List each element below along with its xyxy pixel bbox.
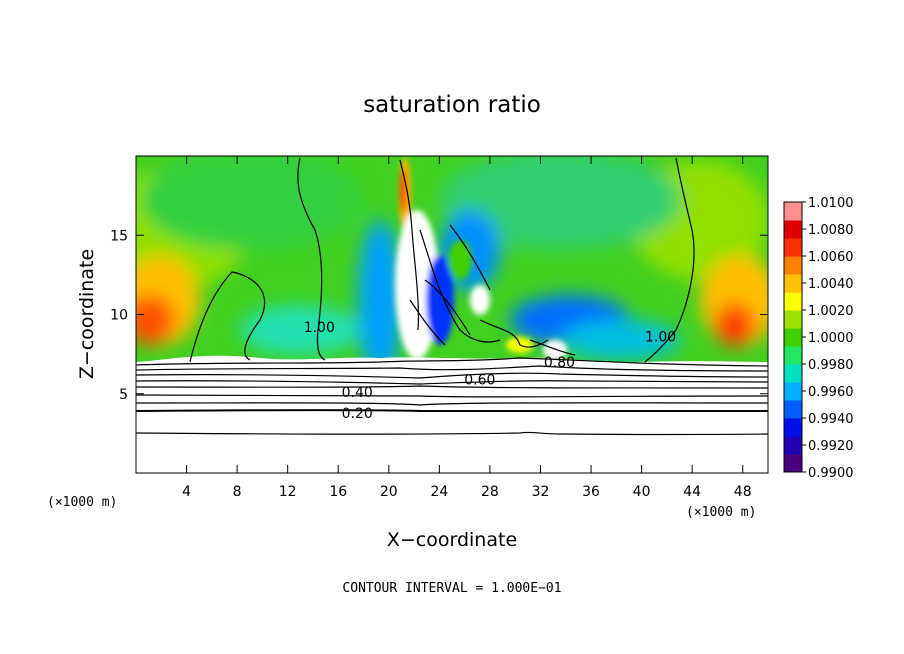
x-tick-label-5: 24 — [430, 484, 448, 500]
contour-label-1: 1.00 — [645, 330, 676, 346]
colorbar-swatch-7 — [784, 328, 802, 347]
contour-label-4: 0.40 — [342, 385, 373, 401]
contour-interval-footer: CONTOUR INTERVAL = 1.000E−01 — [342, 581, 561, 596]
x-tick-label-7: 32 — [532, 484, 550, 500]
y-tick-label-1: 10 — [110, 308, 128, 324]
x-tick-label-10: 44 — [683, 484, 701, 500]
contour-label-group: 1.00 1.00 0.80 0.60 0.40 0.20 — [304, 320, 676, 422]
colorbar-swatch-10 — [784, 274, 802, 293]
x-tick-label-11: 48 — [734, 484, 752, 500]
colorbar-swatch-2 — [784, 418, 802, 437]
x-tick-group: 4 8 12 16 20 24 28 32 36 40 44 48 — [182, 156, 752, 500]
y-tick-label-0: 5 — [119, 387, 128, 403]
contour-label-0: 1.00 — [304, 320, 335, 336]
x-tick-label-1: 8 — [233, 484, 242, 500]
contour-label-5: 0.20 — [342, 406, 373, 422]
chart-title: saturation ratio — [363, 92, 541, 118]
colorbar-swatch-5 — [784, 364, 802, 383]
x-tick-label-2: 12 — [279, 484, 297, 500]
colorbar-label-7: 0.9960 — [808, 385, 854, 400]
x-tick-label-0: 4 — [182, 484, 191, 500]
colorbar-label-5: 1.0000 — [808, 331, 854, 346]
y-axis-label: Z−coordinate — [76, 249, 98, 379]
x-tick-label-4: 20 — [380, 484, 398, 500]
colorbar-swatch-6 — [784, 346, 802, 365]
colorbar-label-4: 1.0020 — [808, 304, 854, 319]
colorbar-swatch-0 — [784, 454, 802, 473]
colorbar-label-3: 1.0040 — [808, 277, 854, 292]
colorbar-label-10: 0.9900 — [808, 466, 854, 481]
contour-lines — [136, 157, 768, 436]
heatmap-field — [136, 156, 768, 473]
y-tick-label-2: 15 — [110, 228, 128, 244]
colorbar-swatch-4 — [784, 382, 802, 401]
x-unit-left: (×1000 m) — [47, 495, 117, 510]
contour-label-3: 0.60 — [464, 372, 495, 388]
colorbar-swatch-8 — [784, 310, 802, 329]
x-tick-label-3: 16 — [329, 484, 347, 500]
colorbar-label-6: 0.9980 — [808, 358, 854, 373]
y-tick-group: 5 10 15 — [110, 228, 768, 403]
colorbar-swatch-12 — [784, 238, 802, 257]
x-tick-label-8: 36 — [582, 484, 600, 500]
colorbar-label-9: 0.9920 — [808, 439, 854, 454]
colorbar-swatch-9 — [784, 292, 802, 311]
colorbar-label-8: 0.9940 — [808, 412, 854, 427]
colorbar-swatch-3 — [784, 400, 802, 419]
x-tick-label-9: 40 — [633, 484, 651, 500]
x-tick-label-6: 28 — [481, 484, 499, 500]
x-unit-right: (×1000 m) — [686, 505, 756, 520]
colorbar-swatch-14 — [784, 202, 802, 221]
colorbar-swatch-13 — [784, 220, 802, 239]
colorbar-swatch-11 — [784, 256, 802, 275]
colorbar-label-0: 1.0100 — [808, 196, 854, 211]
x-axis-label: X−coordinate — [387, 529, 517, 551]
colorbar-label-2: 1.0060 — [808, 250, 854, 265]
colorbar: 1.0100 1.0080 1.0060 1.0040 1.0020 1.0000 0.99… — [783, 196, 854, 481]
colorbar-label-1: 1.0080 — [808, 223, 854, 238]
colorbar-swatch-1 — [784, 436, 802, 455]
contour-label-2: 0.80 — [544, 355, 575, 371]
